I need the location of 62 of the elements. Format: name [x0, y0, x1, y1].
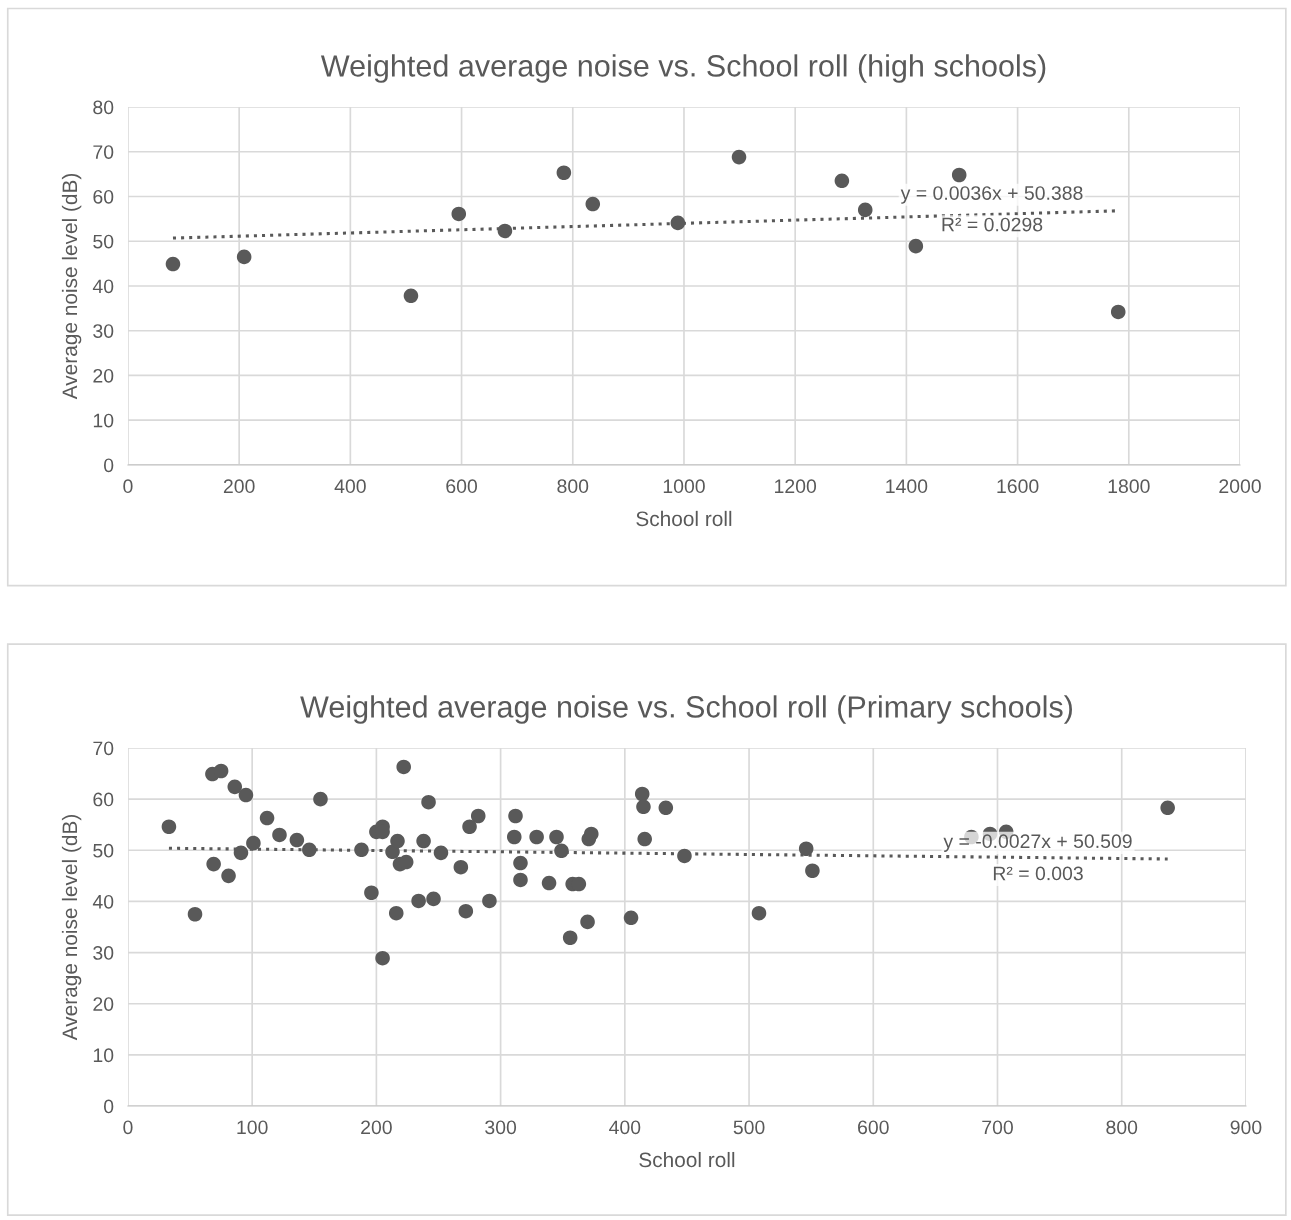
x-tick-label: 600	[446, 479, 478, 494]
y-tick-label: 10	[93, 413, 114, 428]
annotation: y = -0.0027x + 50.509	[943, 834, 1132, 852]
point	[497, 223, 513, 239]
point	[403, 288, 419, 304]
x-tick-label: 400	[609, 1120, 641, 1135]
x-tick-label: 0	[123, 479, 133, 494]
x-tick-label: 200	[361, 1120, 392, 1135]
y-tick-label: 70	[93, 145, 114, 159]
y-tick-label: 40	[92, 894, 114, 909]
x-tick-label: 500	[733, 1120, 765, 1135]
point	[951, 167, 967, 183]
x-tick-label: 0	[123, 1120, 133, 1135]
y-tick-label: 0	[104, 1099, 114, 1114]
y-tick-label: 60	[93, 792, 114, 807]
annotation: R² = 0.003	[993, 866, 1083, 881]
point	[857, 202, 873, 218]
x-tick-label: 1200	[775, 479, 817, 494]
y-tick-label: 70	[93, 741, 114, 756]
point	[556, 165, 572, 181]
point	[165, 256, 181, 272]
point	[670, 215, 686, 231]
x-tick-label: 200	[223, 479, 255, 494]
x-tick-label: 400	[334, 479, 366, 494]
x-axis-title: School roll	[639, 1151, 735, 1168]
x-tick-label: 600	[858, 1120, 889, 1135]
point	[731, 149, 747, 165]
y-tick-label: 50	[93, 234, 114, 249]
x-axis-title: School roll	[636, 510, 732, 527]
y-tick-label: 20	[93, 997, 114, 1011]
x-tick-label: 1800	[1108, 479, 1150, 494]
x-tick-label: 1400	[886, 479, 928, 494]
annotation: R² = 0.0298	[942, 217, 1043, 232]
y-tick-label: 30	[93, 946, 114, 960]
y-tick-label: 80	[93, 100, 114, 115]
point	[1110, 304, 1126, 320]
y-tick-label: 60	[93, 189, 114, 204]
point	[236, 249, 252, 265]
x-tick-label: 2000	[1219, 479, 1261, 494]
x-tick-label: 100	[237, 1120, 268, 1135]
point	[908, 238, 924, 254]
point	[585, 196, 601, 212]
annotation: y = 0.0036x + 50.388	[900, 186, 1083, 204]
x-tick-label: 1600	[997, 479, 1039, 494]
y-tick-label: 40	[92, 279, 114, 294]
x-tick-label: 800	[1106, 1120, 1138, 1135]
point	[451, 206, 467, 222]
x-tick-label: 900	[1230, 1120, 1262, 1135]
chart-title: Weighted average noise vs. School roll (Primary schools)	[300, 695, 1072, 724]
y-tick-label: 50	[93, 843, 114, 858]
x-tick-label: 800	[557, 479, 589, 494]
x-tick-label: 300	[485, 1120, 517, 1135]
y-tick-label: 0	[104, 458, 114, 473]
x-tick-label: 1000	[663, 479, 705, 494]
y-axis-title: Average noise level (dB)	[61, 173, 82, 400]
y-axis-title: Average noise level (dB)	[61, 815, 82, 1041]
y-tick-label: 10	[93, 1048, 114, 1063]
y-tick-label: 20	[93, 368, 114, 383]
x-tick-label: 700	[982, 1120, 1013, 1135]
y-tick-label: 30	[93, 324, 114, 338]
chart-title: Weighted average noise vs. School roll (high schools)	[320, 54, 1046, 83]
point	[834, 173, 850, 189]
